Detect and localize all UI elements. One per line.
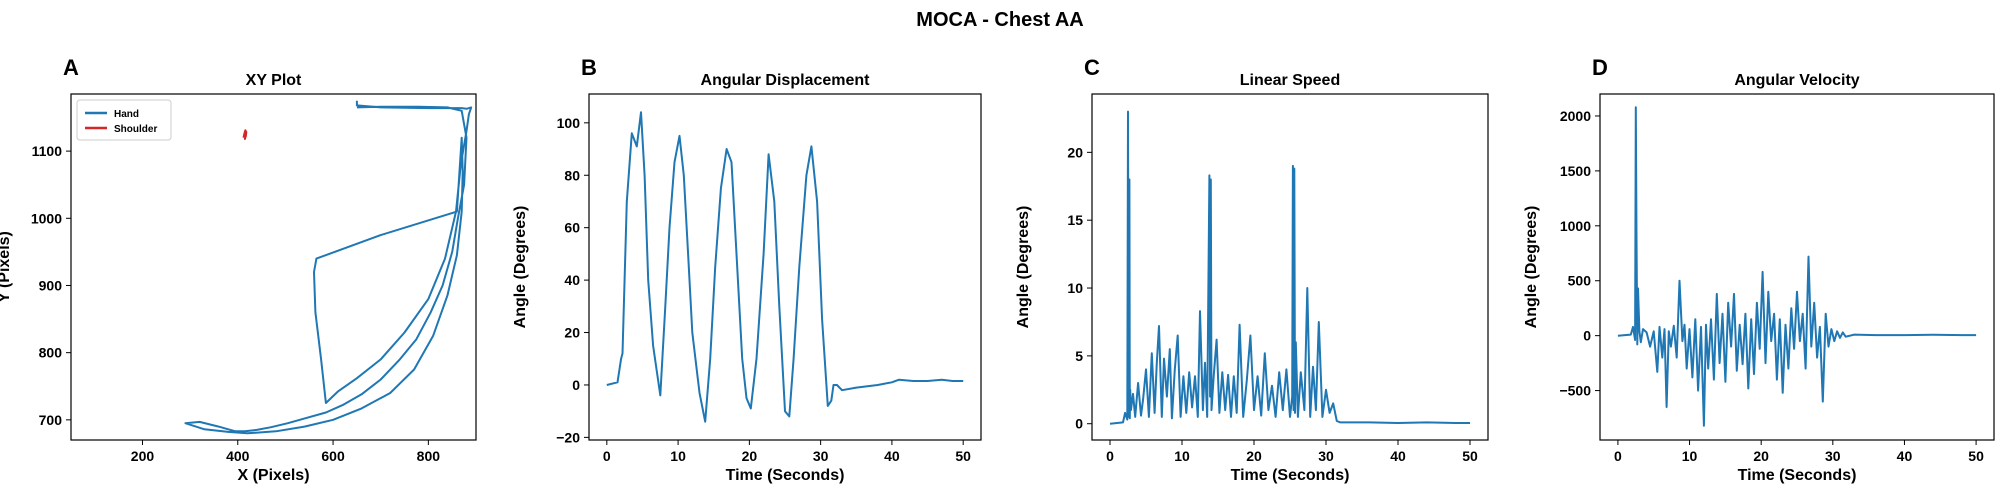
panel-b-xtick-label: 50 [955,448,971,464]
panel-b-xtick-label: 10 [670,448,686,464]
panel-c-ytick-label: 0 [1075,416,1083,432]
panel-c-xtick-label: 0 [1106,448,1114,464]
panel-c-xlabel: Time (Seconds) [1231,467,1350,484]
panel-d: 0 10 20 30 40 50 −500 0 500 1000 1500 2000 Angular V… [1523,55,1995,484]
panel-a: 200 400 600 800 700 800 900 1000 1100 XY Plot A X (… [0,55,477,484]
panel-b-xlabel: Time (Seconds) [726,467,845,484]
panel-b-ytick-label: 20 [564,325,580,341]
panel-c-ytick-label: 20 [1067,144,1083,160]
panel-b-ytick-label: 60 [564,220,580,236]
panel-a-ytick-label: 800 [39,345,63,361]
panel-a-ytick-label: 700 [39,412,63,428]
panel-d-xtick-label: 0 [1614,448,1622,464]
panel-c-ytick-label: 10 [1067,280,1083,296]
panel-c-ytick-label: 15 [1067,212,1083,228]
panel-a-xtick-label: 400 [226,448,250,464]
panel-b-xtick-label: 0 [603,448,611,464]
panel-a-legend-box [76,99,172,141]
panel-d-xtick-label: 30 [1825,448,1841,464]
panel-a-xtick-label: 800 [417,448,441,464]
legend-shoulder-label: Shoulder [114,124,157,135]
panel-a-ytick-label: 1100 [32,143,63,159]
panel-d-title: Angular Velocity [1734,72,1859,89]
panel-b-ytick-label: −20 [556,429,580,445]
panel-d-letter: D [1592,55,1608,80]
panel-b-letter: B [581,55,597,80]
panel-d-ylabel: Angle (Degrees) [1523,206,1540,329]
panel-a-title: XY Plot [246,72,302,89]
panel-b-xtick-label: 20 [742,448,758,464]
panel-d-ytick-label: 1500 [1560,163,1591,179]
panel-d-ytick-label: 0 [1583,328,1591,344]
panel-c-series-line [1109,110,1470,425]
panel-c-letter: C [1084,55,1100,80]
panel-d-ytick-label: 1000 [1560,218,1591,234]
panel-a-letter: A [63,55,79,80]
panel-c: 0 10 20 30 40 50 0 5 10 15 20 Linear Speed C Time (Se… [1015,55,1489,484]
panel-d-series-line [1617,106,1977,427]
panel-b-ytick-label: 100 [557,115,581,131]
panel-c-xtick-label: 30 [1318,448,1334,464]
panel-c-axes-frame [1091,93,1489,441]
panel-c-title: Linear Speed [1240,72,1340,89]
panel-b-series-line [606,111,964,423]
panel-c-xtick-label: 40 [1390,448,1406,464]
panel-d-xtick-label: 20 [1753,448,1769,464]
panel-d-xlabel: Time (Seconds) [1738,467,1857,484]
panel-d-xtick-label: 40 [1897,448,1913,464]
panel-b-axes-frame [588,93,982,441]
panel-c-ytick-label: 5 [1075,348,1083,364]
panel-b-ytick-label: 80 [564,167,580,183]
panel-a-shoulder-series-line [242,129,248,140]
panel-b-ylabel: Angle (Degrees) [512,206,529,329]
panel-b-ytick-label: 0 [572,377,580,393]
panel-a-axes-frame [70,93,477,441]
panel-a-hand-series-line [184,100,473,435]
panel-d-ytick-label: −500 [1559,383,1591,399]
panel-a-xlabel: X (Pixels) [237,467,309,484]
panel-d-xtick-label: 10 [1682,448,1698,464]
panel-a-ytick-label: 900 [39,277,63,293]
panel-a-ylabel: Y (Pixels) [0,231,13,303]
figure-title: MOCA - Chest AA [916,9,1083,31]
panel-a-xtick-label: 200 [131,448,155,464]
legend-hand-label: Hand [114,109,139,120]
panel-d-xtick-label: 50 [1968,448,1984,464]
panel-c-ylabel: Angle (Degrees) [1015,206,1032,329]
panel-a-ytick-label: 1000 [31,210,62,226]
panel-d-ytick-label: 2000 [1560,108,1591,124]
panel-c-xtick-label: 50 [1462,448,1478,464]
panel-a-xtick-label: 600 [321,448,345,464]
panel-b-xtick-label: 30 [813,448,829,464]
panel-b-title: Angular Displacement [701,72,871,89]
panel-d-ytick-label: 500 [1568,273,1592,289]
panel-d-axes-frame [1599,93,1995,441]
panel-c-xtick-label: 10 [1174,448,1190,464]
panel-b-ytick-label: 40 [564,272,580,288]
panel-c-xtick-label: 20 [1246,448,1262,464]
panel-b-xtick-label: 40 [884,448,900,464]
panel-b: 0 10 20 30 40 50 −20 0 20 40 60 80 100 Angular Displa… [512,55,982,484]
